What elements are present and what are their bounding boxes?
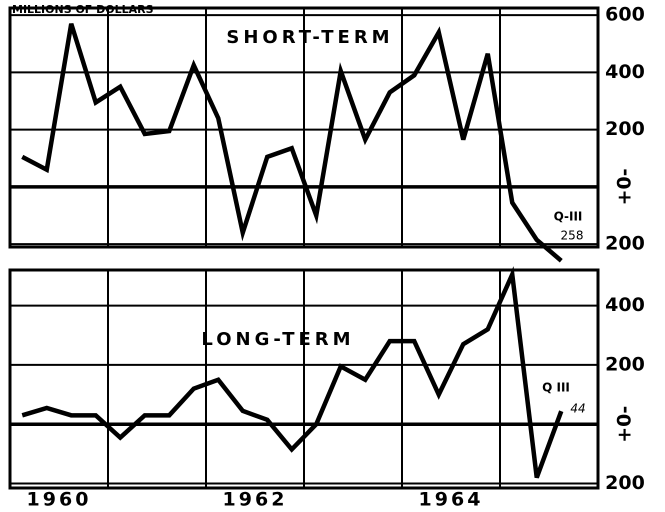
annotation: 258	[561, 229, 584, 243]
data-line	[21, 23, 563, 263]
y-tick-label: 200	[605, 472, 645, 494]
y-tick-label: +0-	[614, 406, 636, 443]
y-tick-label: 400	[605, 61, 645, 83]
annotation: 44	[570, 402, 585, 416]
annotation: Q-III	[554, 210, 583, 224]
y-tick-label: 200	[605, 233, 645, 255]
y-tick-label: 600	[605, 4, 645, 26]
x-tick-label: 1962	[223, 489, 288, 511]
y-tick-label: 200	[605, 118, 645, 140]
y-tick-label: 200	[605, 353, 645, 375]
panel-title: SHORT-TERM	[226, 27, 393, 48]
data-line	[21, 266, 564, 479]
annotation: Q III	[542, 381, 570, 395]
panel-title: LONG-TERM	[201, 329, 354, 350]
x-tick-label: 1964	[419, 489, 484, 511]
y-tick-label: 400	[605, 294, 645, 316]
y-tick-label: +0-	[614, 168, 636, 205]
x-tick-label: 1960	[27, 489, 92, 511]
